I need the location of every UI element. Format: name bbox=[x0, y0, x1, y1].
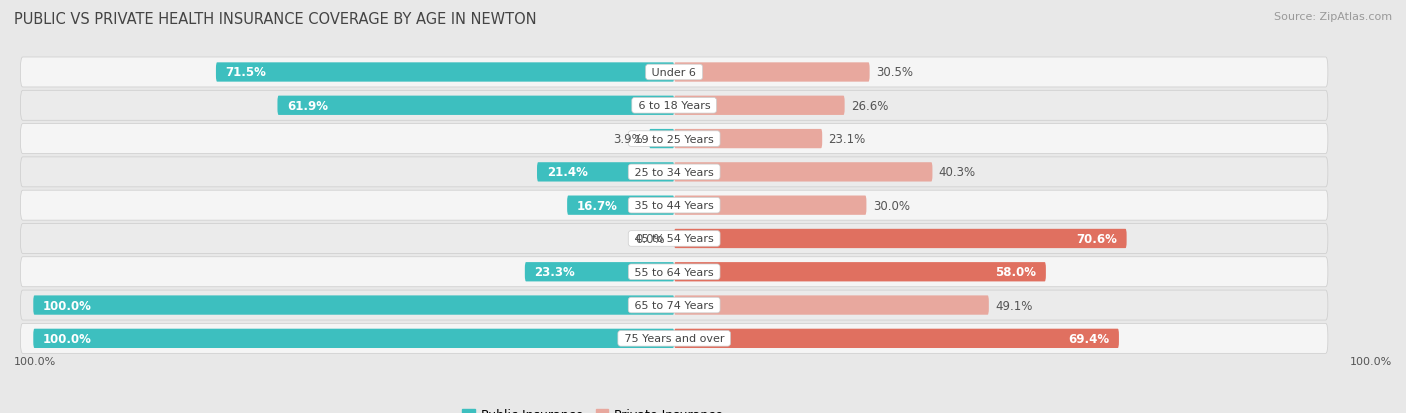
FancyBboxPatch shape bbox=[21, 290, 1327, 320]
Text: 69.4%: 69.4% bbox=[1069, 332, 1109, 345]
Text: 26.6%: 26.6% bbox=[851, 100, 889, 112]
FancyBboxPatch shape bbox=[21, 224, 1327, 254]
FancyBboxPatch shape bbox=[650, 130, 673, 149]
Text: 65 to 74 Years: 65 to 74 Years bbox=[631, 300, 717, 310]
Text: Source: ZipAtlas.com: Source: ZipAtlas.com bbox=[1274, 12, 1392, 22]
FancyBboxPatch shape bbox=[21, 124, 1327, 154]
FancyBboxPatch shape bbox=[524, 263, 673, 282]
Text: 75 Years and over: 75 Years and over bbox=[620, 334, 728, 344]
Text: 30.5%: 30.5% bbox=[876, 66, 912, 79]
FancyBboxPatch shape bbox=[217, 63, 673, 83]
FancyBboxPatch shape bbox=[21, 257, 1327, 287]
FancyBboxPatch shape bbox=[673, 296, 988, 315]
Text: 49.1%: 49.1% bbox=[995, 299, 1032, 312]
Text: 23.3%: 23.3% bbox=[534, 266, 575, 279]
FancyBboxPatch shape bbox=[21, 191, 1327, 221]
FancyBboxPatch shape bbox=[673, 229, 1126, 249]
Text: 6 to 18 Years: 6 to 18 Years bbox=[634, 101, 714, 111]
Text: 100.0%: 100.0% bbox=[44, 332, 91, 345]
Text: 19 to 25 Years: 19 to 25 Years bbox=[631, 134, 717, 144]
Text: 70.6%: 70.6% bbox=[1076, 233, 1116, 245]
FancyBboxPatch shape bbox=[673, 130, 823, 149]
Legend: Public Insurance, Private Insurance: Public Insurance, Private Insurance bbox=[457, 404, 728, 413]
Text: PUBLIC VS PRIVATE HEALTH INSURANCE COVERAGE BY AGE IN NEWTON: PUBLIC VS PRIVATE HEALTH INSURANCE COVER… bbox=[14, 12, 537, 27]
FancyBboxPatch shape bbox=[277, 96, 673, 116]
Text: 100.0%: 100.0% bbox=[44, 299, 91, 312]
Text: 55 to 64 Years: 55 to 64 Years bbox=[631, 267, 717, 277]
FancyBboxPatch shape bbox=[21, 323, 1327, 354]
Text: 35 to 44 Years: 35 to 44 Years bbox=[631, 201, 717, 211]
FancyBboxPatch shape bbox=[673, 63, 870, 83]
Text: 100.0%: 100.0% bbox=[1350, 356, 1392, 366]
FancyBboxPatch shape bbox=[673, 96, 845, 116]
FancyBboxPatch shape bbox=[673, 263, 1046, 282]
Text: Under 6: Under 6 bbox=[648, 68, 700, 78]
Text: 16.7%: 16.7% bbox=[576, 199, 617, 212]
Text: 21.4%: 21.4% bbox=[547, 166, 588, 179]
FancyBboxPatch shape bbox=[21, 91, 1327, 121]
FancyBboxPatch shape bbox=[34, 329, 673, 348]
FancyBboxPatch shape bbox=[21, 157, 1327, 188]
FancyBboxPatch shape bbox=[537, 163, 673, 182]
Text: 58.0%: 58.0% bbox=[995, 266, 1036, 279]
Text: 25 to 34 Years: 25 to 34 Years bbox=[631, 167, 717, 178]
Text: 71.5%: 71.5% bbox=[225, 66, 266, 79]
Text: 3.9%: 3.9% bbox=[613, 133, 643, 146]
FancyBboxPatch shape bbox=[673, 329, 1119, 348]
FancyBboxPatch shape bbox=[673, 163, 932, 182]
Text: 100.0%: 100.0% bbox=[14, 356, 56, 366]
Text: 45 to 54 Years: 45 to 54 Years bbox=[631, 234, 717, 244]
Text: 23.1%: 23.1% bbox=[828, 133, 866, 146]
Text: 0.0%: 0.0% bbox=[636, 233, 665, 245]
Text: 61.9%: 61.9% bbox=[287, 100, 328, 112]
Text: 40.3%: 40.3% bbox=[939, 166, 976, 179]
FancyBboxPatch shape bbox=[673, 196, 866, 215]
FancyBboxPatch shape bbox=[567, 196, 673, 215]
FancyBboxPatch shape bbox=[34, 296, 673, 315]
FancyBboxPatch shape bbox=[21, 58, 1327, 88]
Text: 30.0%: 30.0% bbox=[873, 199, 910, 212]
